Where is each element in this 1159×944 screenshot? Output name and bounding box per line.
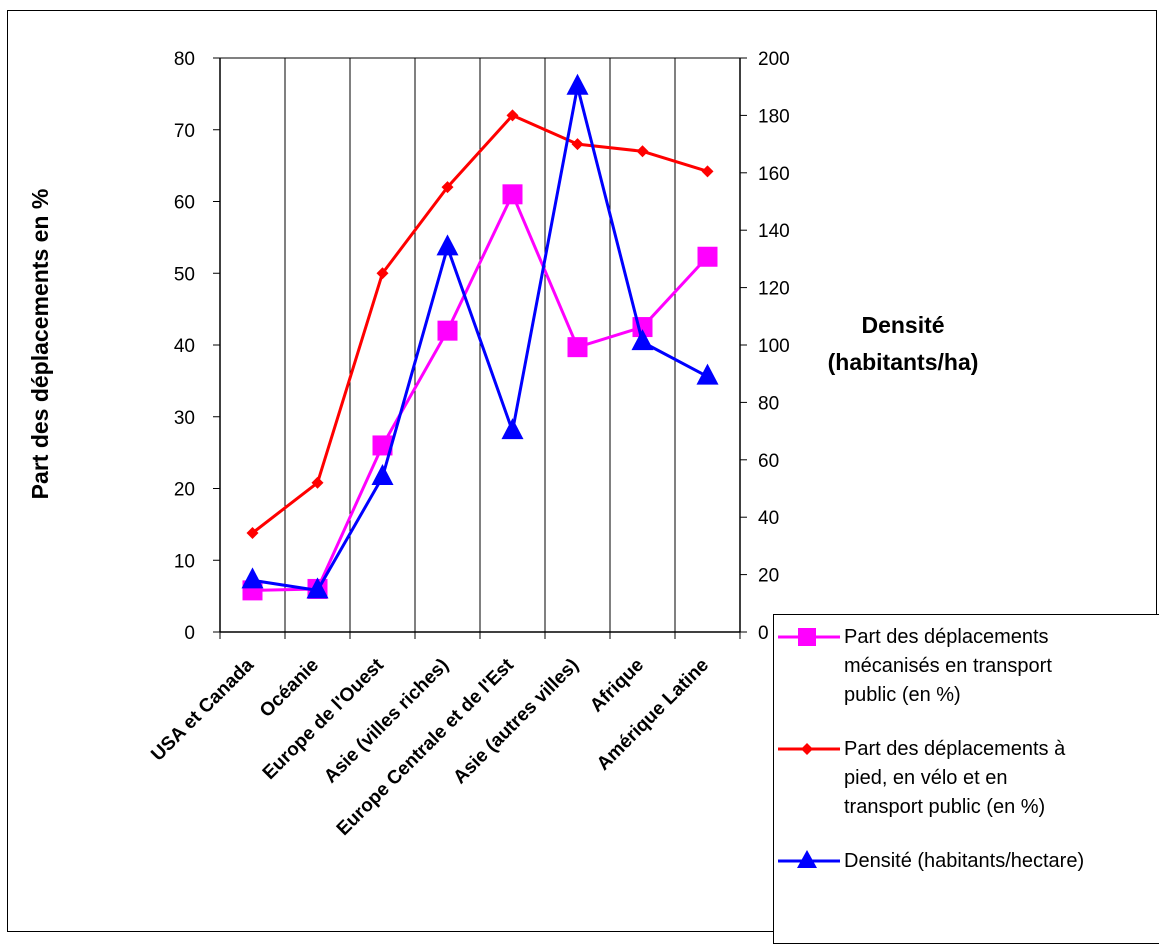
y2-tick-label: 160 — [758, 164, 790, 185]
category-label: Europe de l'Ouest — [259, 654, 389, 784]
y2-tick-label: 140 — [758, 221, 790, 242]
y2-tick-label: 40 — [758, 508, 779, 529]
legend-swatch-diamond — [774, 735, 840, 761]
y2-axis-title-line1: Densité — [861, 312, 944, 338]
point-diamond — [246, 526, 259, 539]
category-label: USA et Canada — [147, 654, 258, 765]
point-diamond — [441, 181, 454, 194]
point-triangle — [436, 234, 459, 256]
point-triangle — [696, 363, 719, 385]
tick-labels: 0 10 20 30 40 50 60 70 80 0 20 40 60 80 100 120 140 160 18… — [174, 49, 790, 644]
legend-label-walk-bike-1: Part des déplacements à — [844, 738, 1066, 760]
y-tick-label: 50 — [174, 264, 195, 285]
y-axis-title: Part des déplacements en % — [27, 189, 53, 500]
point-triangle — [306, 577, 329, 599]
point-diamond — [376, 267, 389, 280]
point-diamond — [311, 476, 324, 489]
legend-label-walk-bike-3: transport public (en %) — [844, 796, 1046, 818]
category-label: Amérique Latine — [593, 655, 713, 775]
y2-tick-label: 100 — [758, 336, 790, 357]
y-tick-label: 0 — [184, 623, 195, 644]
point-diamond — [701, 165, 714, 178]
y-tick-label: 40 — [174, 336, 195, 357]
point-diamond — [636, 145, 649, 158]
legend: Part des déplacements mécanisés en trans… — [773, 614, 1159, 944]
y2-tick-label: 0 — [758, 623, 769, 644]
y-tick-label: 70 — [174, 121, 195, 142]
y-tick-label: 20 — [174, 480, 195, 501]
legend-swatch-triangle — [774, 847, 840, 873]
y2-tick-label: 20 — [758, 566, 779, 587]
y2-axis-title-line2: (habitants/ha) — [828, 349, 979, 375]
legend-label-walk-bike-2: pied, en vélo et en — [844, 767, 1008, 789]
y2-tick-label: 200 — [758, 49, 790, 70]
y-tick-label: 60 — [174, 193, 195, 214]
point-square — [437, 320, 458, 341]
y-tick-label: 10 — [174, 551, 195, 572]
legend-label-density: Densité (habitants/hectare) — [844, 850, 1085, 872]
point-square — [697, 246, 718, 267]
legend-item-walk-bike: Part des déplacements à pied, en vélo et… — [774, 735, 1159, 822]
y2-tick-label: 180 — [758, 106, 790, 127]
series-line-1 — [251, 113, 708, 535]
point-square — [372, 435, 393, 456]
category-label: Afrique — [586, 655, 648, 717]
legend-label-mechanized-3: public (en %) — [844, 684, 961, 706]
legend-label-mechanized-1: Part des déplacements — [844, 626, 1049, 648]
point-triangle — [241, 567, 264, 589]
point-triangle — [566, 73, 589, 95]
legend-label-mechanized-2: mécanisés en transport — [844, 655, 1052, 677]
series — [241, 73, 719, 601]
point-triangle — [501, 418, 524, 440]
y2-tick-label: 120 — [758, 279, 790, 300]
y-tick-label: 80 — [174, 49, 195, 70]
vertical-grid — [219, 57, 741, 633]
point-triangle — [631, 329, 654, 351]
legend-item-density: Densité (habitants/hectare) — [774, 847, 1159, 876]
y-tick-label: 30 — [174, 408, 195, 429]
series-line-0 — [252, 192, 709, 592]
point-diamond — [506, 109, 519, 122]
point-triangle — [371, 464, 394, 486]
point-diamond — [571, 138, 584, 151]
point-square — [567, 337, 588, 358]
legend-item-mechanized: Part des déplacements mécanisés en trans… — [774, 623, 1159, 710]
category-label: Asie (villes riches) — [320, 655, 453, 788]
category-label: Océanie — [256, 655, 323, 722]
y2-tick-label: 60 — [758, 451, 779, 472]
legend-swatch-square — [774, 623, 840, 649]
y2-tick-label: 80 — [758, 393, 779, 414]
point-square — [502, 184, 523, 205]
axes — [213, 57, 747, 639]
category-label: Asie (autres villes) — [449, 655, 583, 789]
series-line-2 — [252, 85, 709, 592]
